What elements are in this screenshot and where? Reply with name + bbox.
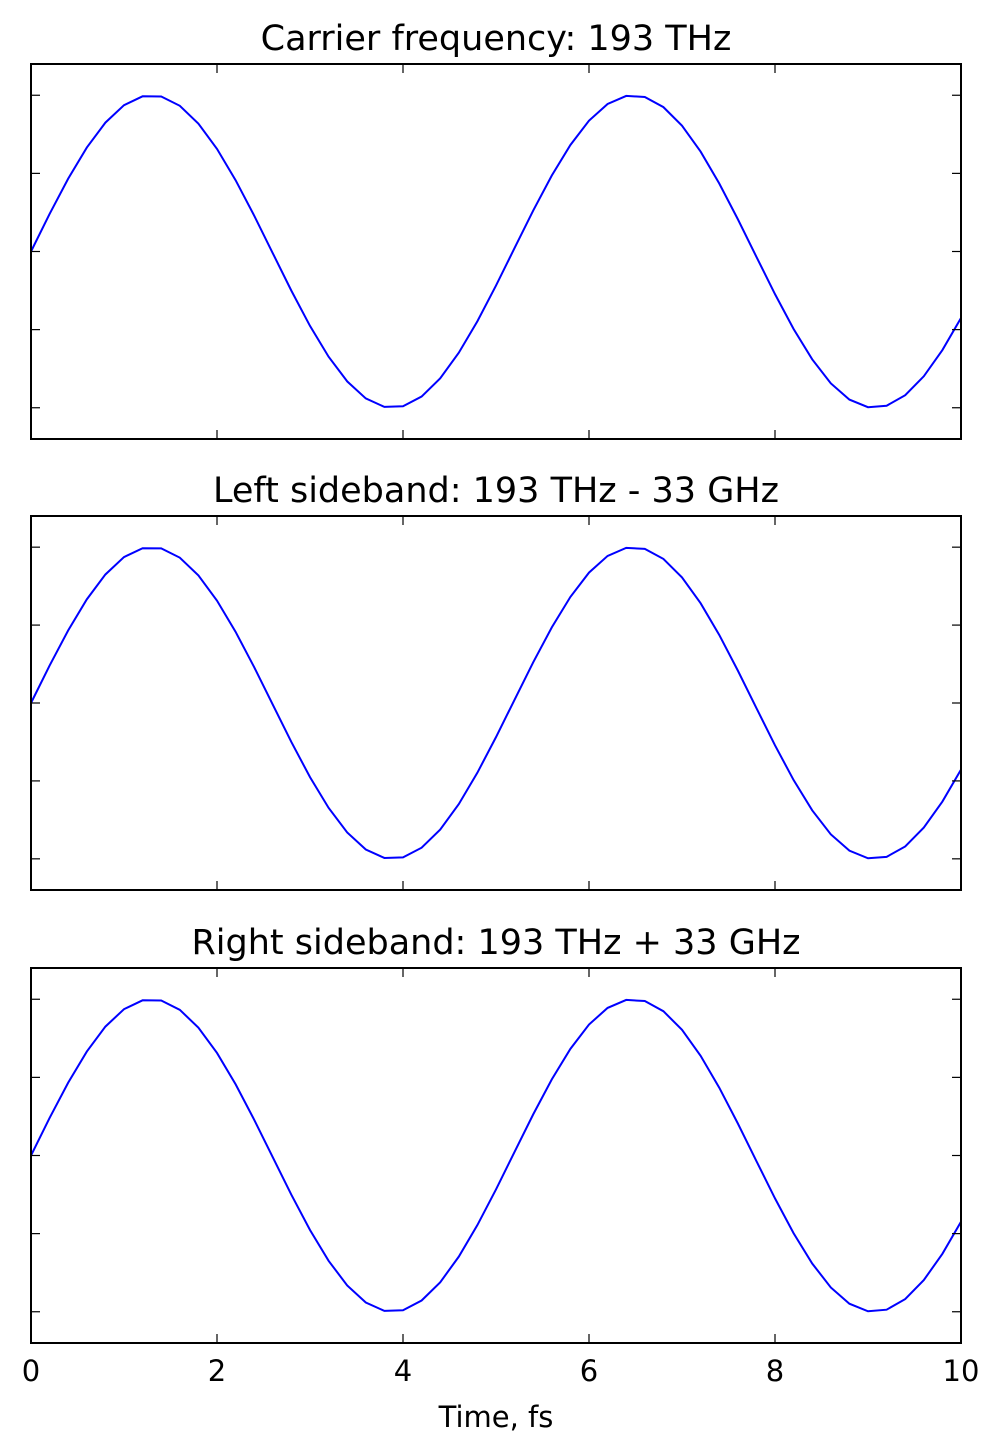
axes-frame xyxy=(30,515,962,891)
series-line xyxy=(30,546,962,860)
x-tick-label: 6 xyxy=(580,1354,598,1388)
subplot-title: Left sideband: 193 THz - 33 GHz xyxy=(213,471,779,511)
x-axis-label: Time, fs xyxy=(438,1400,554,1434)
series-line xyxy=(30,94,962,409)
axes-frame xyxy=(30,967,962,1344)
x-tick-label: 8 xyxy=(766,1354,784,1388)
axes-frame xyxy=(30,63,962,440)
subplot-3: Right sideband: 193 THz + 33 GHz 0 2 4 6 8 10 T… xyxy=(22,923,980,1434)
subplot-title: Right sideband: 193 THz + 33 GHz xyxy=(191,923,800,963)
x-tick-label: 0 xyxy=(22,1354,40,1388)
x-tick-label: 2 xyxy=(208,1354,226,1388)
x-tick-label: 4 xyxy=(394,1354,412,1388)
subplot-2: Left sideband: 193 THz - 33 GHz xyxy=(30,471,962,891)
series-line xyxy=(30,998,962,1313)
subplot-1: Carrier frequency: 193 THz xyxy=(30,19,962,440)
x-tick-label: 10 xyxy=(943,1354,980,1388)
subplot-title: Carrier frequency: 193 THz xyxy=(261,19,732,59)
